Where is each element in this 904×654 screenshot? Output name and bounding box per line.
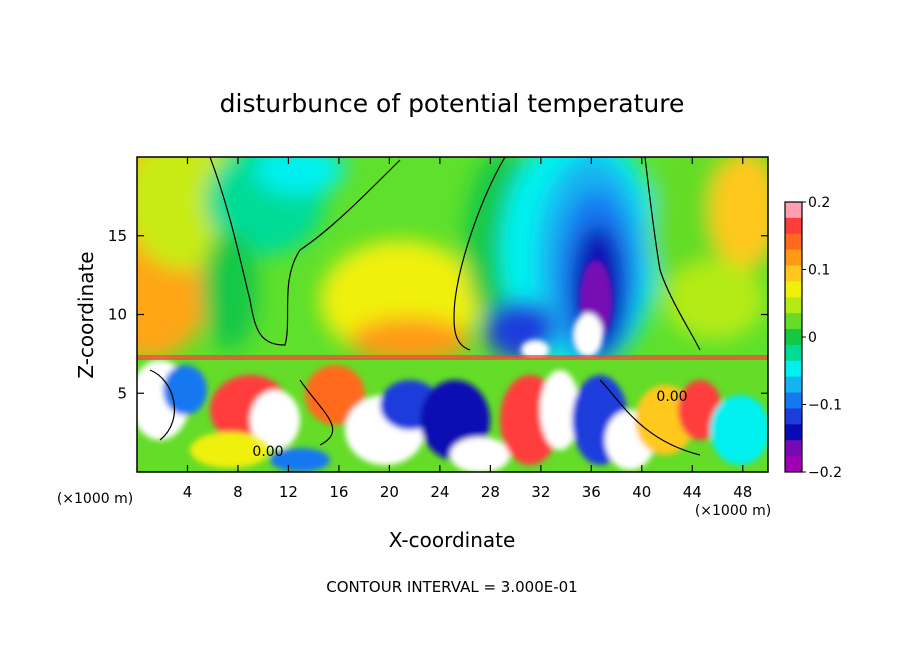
x-tick-label: 40	[632, 483, 651, 501]
y-tick-label: 10	[108, 306, 127, 324]
x-tick-label: 8	[233, 483, 243, 501]
colorbar-swatch	[785, 456, 802, 473]
colorbar-swatch	[785, 249, 802, 267]
chart-title: disturbunce of potential temperature	[220, 89, 685, 118]
colorbar-tick-label: 0.2	[808, 195, 830, 211]
x-tick-label: 4	[183, 483, 193, 501]
colorbar-swatch	[785, 376, 802, 394]
contour-labels: 0.00 0.00	[252, 389, 687, 460]
colorbar-tick-label: 0	[808, 330, 817, 346]
x-tick-label: 20	[380, 483, 399, 501]
colorbar-swatch	[785, 217, 802, 235]
colorbar-swatch	[785, 440, 802, 457]
x-tick-label: 48	[733, 483, 752, 501]
colorbar-swatch	[785, 329, 802, 346]
contour-label: 0.00	[252, 444, 283, 460]
x-tick-label: 36	[582, 483, 601, 501]
contour-lines	[149, 157, 701, 456]
colorbar-swatch	[785, 408, 802, 425]
contour-label: 0.00	[656, 389, 687, 405]
heatmap-field	[137, 157, 768, 472]
x-tick-label: 16	[329, 483, 348, 501]
x-tick-label: 28	[481, 483, 500, 501]
x-tick-label: 12	[279, 483, 298, 501]
colorbar-swatch	[785, 313, 802, 330]
colorbar-swatch	[785, 265, 802, 282]
y-tick-label: 5	[117, 384, 127, 402]
colorbar-swatch	[785, 202, 802, 219]
y-tick-label: 15	[108, 227, 127, 245]
colorbar: 0.2 0.1 0 −0.1 −0.2	[784, 195, 842, 481]
colorbar-swatch	[785, 281, 802, 298]
colorbar-swatch	[785, 392, 802, 409]
colorbar-swatch	[785, 344, 802, 362]
x-end-unit-label: (×1000 m)	[695, 503, 771, 519]
y-axis: 5 10 15	[108, 227, 768, 402]
colorbar-tick-label: −0.2	[808, 465, 842, 481]
colorbar-swatch	[785, 233, 802, 251]
y-axis-label: Z-coordinate	[74, 251, 98, 378]
colorbar-swatch	[785, 424, 802, 441]
x-tick-label: 44	[683, 483, 702, 501]
colorbar-swatch	[785, 297, 802, 314]
contour-interval-footnote: CONTOUR INTERVAL = 3.000E-01	[326, 578, 577, 596]
x-origin-unit-label: (×1000 m)	[57, 491, 133, 507]
x-axis: 4 8 12 16 20 24 28 32 36 40 44 48	[183, 157, 752, 501]
x-tick-label: 32	[531, 483, 550, 501]
x-tick-label: 24	[430, 483, 449, 501]
colorbar-tick-label: −0.1	[808, 398, 842, 414]
colorbar-tick-label: 0.1	[808, 263, 830, 279]
x-axis-label: X-coordinate	[389, 528, 516, 552]
colorbar-swatch	[785, 360, 802, 378]
